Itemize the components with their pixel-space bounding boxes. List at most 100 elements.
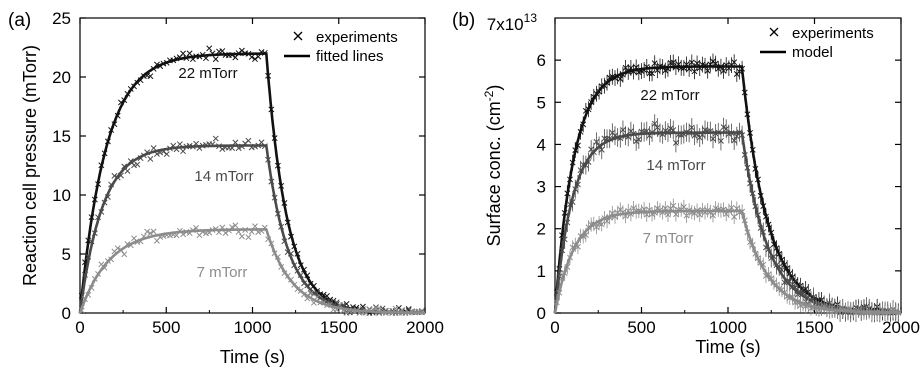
axis-scale-exponent: 13	[524, 11, 538, 25]
y-tick-label: 6	[537, 51, 546, 70]
data-point	[359, 303, 366, 310]
data-point	[252, 56, 258, 63]
data-point	[731, 213, 738, 220]
data-point	[245, 137, 252, 144]
data-point	[593, 138, 600, 145]
x-axis-label: Time (s)	[220, 347, 285, 367]
data-point	[121, 251, 128, 258]
series-line	[553, 65, 902, 314]
data-point	[176, 141, 183, 148]
axis-scale-base: 7x10	[487, 15, 524, 34]
series-2	[78, 135, 425, 316]
data-point	[163, 151, 170, 158]
data-point	[731, 137, 738, 144]
data-point	[723, 125, 730, 132]
series-label: 14 mTorr	[646, 157, 705, 174]
data-point	[672, 139, 679, 146]
y-axis-label: Reaction cell pressure (mTorr)	[20, 45, 40, 286]
data-point	[376, 305, 383, 312]
data-point	[124, 168, 131, 174]
data-point	[683, 212, 690, 219]
data-point	[680, 204, 687, 210]
series-label: 7 mTorr	[643, 230, 694, 247]
data-point	[343, 300, 350, 307]
data-point	[654, 205, 661, 212]
x-tick-label: 2000	[406, 318, 444, 337]
data-point	[212, 56, 219, 63]
data-point	[688, 59, 695, 66]
data-point	[144, 228, 151, 235]
y-tick-label: 2	[537, 220, 546, 239]
series-label: 22 mTorr	[178, 65, 237, 82]
y-tick-label: 5	[62, 245, 71, 264]
legend-label: experiments	[792, 25, 874, 42]
data-point	[731, 59, 738, 66]
series-1	[553, 53, 902, 321]
y-tick-label: 25	[52, 9, 71, 28]
data-point	[635, 136, 642, 143]
data-point	[593, 224, 600, 230]
data-point	[826, 300, 833, 306]
x-tick-label: 1000	[709, 318, 747, 337]
series-label: 22 mTorr	[640, 87, 699, 104]
series-label: 14 mTorr	[194, 168, 253, 185]
data-point	[672, 211, 679, 218]
data-point	[728, 204, 735, 211]
data-point	[147, 156, 154, 162]
data-point	[691, 68, 698, 75]
data-point	[670, 59, 677, 66]
x-tick-label: 1000	[234, 318, 272, 337]
data-point	[654, 124, 661, 131]
data-point	[662, 205, 669, 212]
data-point	[633, 138, 640, 145]
data-point	[651, 60, 658, 67]
panel-b: 0 500 1000 1500 2000 0 1 2 3 4 5 6 Time (s) Surface c…	[452, 10, 920, 357]
data-point	[219, 146, 226, 152]
series-line	[78, 228, 425, 315]
panel-label: (b)	[452, 10, 475, 31]
data-point	[646, 70, 653, 77]
data-point	[150, 145, 157, 152]
data-point	[619, 126, 626, 133]
data-point	[710, 212, 716, 219]
y-tick-label: 20	[52, 68, 71, 87]
data-point	[252, 223, 258, 230]
y-tick-label: 15	[52, 127, 71, 146]
data-point	[694, 60, 701, 67]
data-point	[232, 54, 239, 61]
series-3	[78, 222, 425, 316]
data-point	[248, 54, 255, 60]
series-line	[553, 209, 901, 315]
data-point	[373, 304, 379, 311]
data-point	[147, 73, 154, 80]
data-point	[186, 50, 193, 57]
x-tick-label: 0	[550, 318, 559, 337]
y-tick-label: 4	[537, 135, 546, 154]
y-tick-label: 3	[537, 178, 546, 197]
data-point	[649, 70, 656, 77]
x-axis-label: Time (s)	[695, 337, 760, 357]
data-point	[662, 67, 669, 74]
data-point	[134, 161, 141, 168]
data-point	[720, 67, 727, 74]
data-point	[622, 64, 629, 71]
y-tick-label: 1	[537, 262, 546, 281]
data-point	[696, 211, 703, 218]
legend-marker-cross	[769, 27, 779, 37]
data-point	[238, 233, 245, 240]
data-point	[212, 135, 219, 142]
x-tick-label: 500	[152, 318, 180, 337]
legend-label: experiments	[316, 29, 398, 46]
y-axis-label-end: )	[484, 85, 504, 91]
legend: experiments model	[760, 25, 874, 61]
data-point	[222, 230, 229, 236]
panel-a: 0 500 1000 1500 2000 0 5 10 15 20 25 Time (s) Reacti…	[8, 9, 444, 367]
data-point	[810, 293, 817, 300]
data-point	[667, 125, 674, 132]
plot-frame	[554, 17, 902, 314]
axis-scale-factor: 7x1013	[487, 11, 538, 34]
data-point	[314, 294, 321, 301]
data-point	[392, 305, 399, 312]
y-tick-label: 5	[537, 93, 546, 112]
y-tick-label: 0	[537, 304, 546, 323]
